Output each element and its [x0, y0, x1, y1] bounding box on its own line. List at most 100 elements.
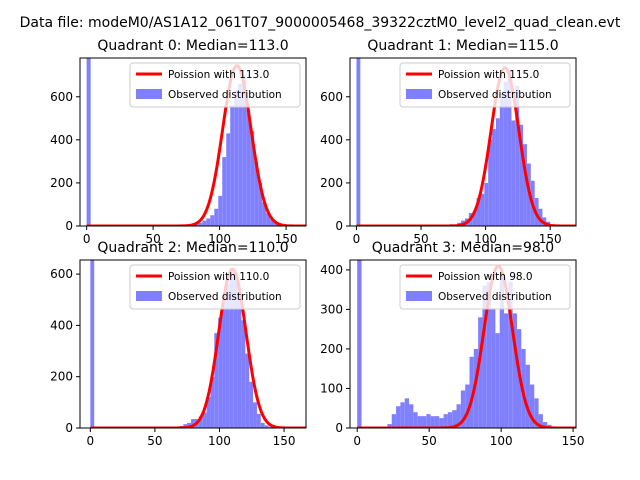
x-tick-label: 150 [275, 232, 298, 246]
histogram-bar [495, 333, 500, 428]
legend-patch-swatch [136, 291, 162, 301]
histogram-bar [482, 285, 487, 428]
subplot-title: Quadrant 1: Median=115.0 [367, 38, 558, 54]
histogram-bar [488, 139, 493, 226]
histogram-bar [260, 422, 265, 428]
axes-frame [349, 259, 577, 429]
legend-box [129, 264, 301, 310]
histogram-bar [486, 281, 492, 428]
legend-label: Observed distribution [438, 291, 552, 303]
x-tick-label: 0 [83, 232, 91, 246]
y-tick-label: 300 [320, 302, 343, 316]
legend-label: Poission with 115.0 [438, 69, 539, 81]
axes-frame [349, 57, 577, 227]
histogram-bar [233, 274, 238, 428]
histogram-bar [238, 83, 243, 226]
histogram-bar [229, 268, 234, 428]
histogram-bar [198, 222, 203, 226]
subplot-0: 0 50 100 150 0 200 400 600 Poission with 113.0 Ob… [50, 38, 307, 246]
histogram-bar [187, 422, 192, 428]
histogram-bar [198, 416, 203, 428]
x-tick-label: 50 [422, 434, 437, 448]
histogram-bar [491, 309, 496, 428]
x-tick-label: 50 [413, 232, 428, 246]
poisson-fit-line [357, 264, 576, 428]
subplot-3: 0 50 100 150 0 100 200 300 400 Poission with 98.0… [320, 240, 584, 448]
legend: Poission with 98.0 Observed distribution [399, 264, 571, 310]
histogram-bar [356, 58, 361, 226]
histogram-bar [391, 414, 397, 428]
histogram-bar [253, 402, 257, 428]
y-tick-label: 200 [320, 176, 343, 190]
histogram-bar [266, 213, 271, 226]
x-tick-label: 50 [145, 232, 160, 246]
plot-area [357, 260, 576, 428]
histogram-bar [222, 157, 227, 226]
histogram-bar [534, 398, 539, 428]
y-tick-label: 100 [320, 381, 343, 395]
histogram-bar [210, 376, 215, 428]
histogram-bar [439, 418, 444, 428]
y-tick-label: 0 [65, 219, 73, 233]
x-tick-label: 150 [562, 434, 585, 448]
histogram-bar [472, 210, 477, 226]
legend-box [129, 62, 301, 108]
legend: Poission with 113.0 Observed distribution [129, 62, 301, 108]
plot-area [86, 58, 306, 226]
histogram-bar [538, 414, 543, 428]
legend-label: Poission with 98.0 [438, 271, 533, 283]
histogram-bar [218, 195, 223, 226]
x-tick-label: 100 [208, 232, 231, 246]
legend-patch-swatch [136, 89, 162, 99]
histogram-bar [452, 410, 457, 428]
histogram-bar [460, 390, 466, 428]
histogram-bar [206, 218, 211, 226]
y-tick-label: 200 [320, 342, 343, 356]
y-tick-label: 0 [65, 421, 73, 435]
histogram-bar [519, 124, 524, 226]
histogram-bar [508, 281, 513, 428]
histogram-bar [421, 416, 427, 428]
histogram-bar [214, 208, 219, 226]
histogram-bar [409, 404, 414, 428]
x-tick-label: 0 [87, 434, 95, 448]
histogram-bar [202, 412, 207, 428]
histogram-bar [250, 131, 255, 226]
histogram-bar [430, 416, 435, 428]
histogram-bar [434, 416, 440, 428]
histogram-bar [202, 220, 207, 226]
legend-patch-swatch [406, 89, 432, 99]
subplot-2: 0 50 100 150 0 200 400 600 Poission with 110.0 Ob… [50, 240, 307, 448]
histogram-bar [499, 92, 504, 226]
histogram-bar [400, 402, 405, 428]
legend: Poission with 115.0 Observed distribution [399, 62, 571, 108]
subplot-title: Quadrant 3: Median=98.0 [372, 240, 554, 256]
y-tick-label: 400 [50, 133, 73, 147]
histogram-bar [241, 320, 246, 428]
histogram-bar [218, 317, 223, 428]
histogram-bar [183, 424, 188, 428]
histogram-bar [210, 215, 215, 226]
y-tick-label: 0 [335, 421, 343, 435]
legend-label: Observed distribution [168, 89, 282, 101]
poisson-fit-line [86, 64, 306, 226]
y-tick-label: 600 [50, 90, 73, 104]
histogram-bar [262, 202, 267, 226]
histogram-bar [426, 414, 431, 428]
x-tick-label: 100 [474, 232, 497, 246]
legend-label: Observed distribution [438, 89, 552, 101]
plot-area [90, 260, 306, 428]
histogram-bar [206, 397, 211, 428]
histogram-bar [511, 120, 516, 226]
histogram-bar [413, 412, 418, 428]
histogram-bar [258, 182, 263, 226]
histogram-bar [469, 356, 474, 428]
poisson-fit-line [356, 66, 576, 226]
histogram-bar [512, 313, 517, 428]
histogram-bar [525, 364, 530, 428]
legend-label: Observed distribution [168, 291, 282, 303]
histogram-bar [387, 424, 392, 428]
histogram-bar [274, 222, 279, 226]
histogram-bar [234, 90, 239, 226]
